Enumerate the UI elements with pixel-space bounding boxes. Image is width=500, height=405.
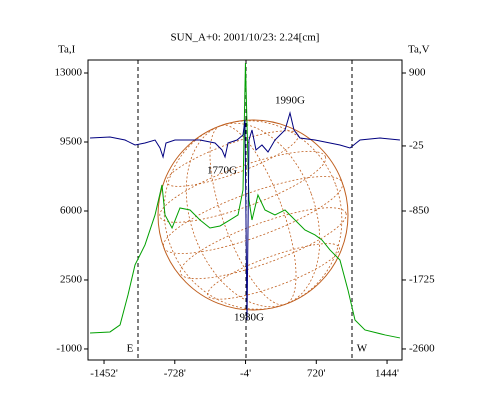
y2-tick-label: -2600 bbox=[409, 342, 435, 354]
y2-tick-label: 900 bbox=[409, 67, 426, 79]
x-tick-label: 720' bbox=[307, 368, 326, 380]
chart-title: SUN_A+0: 2001/10/23: 2.24[cm] bbox=[171, 32, 320, 44]
annotation: 1990G bbox=[275, 95, 305, 107]
annotation: E bbox=[127, 343, 134, 355]
data-line bbox=[90, 63, 401, 339]
y-axis-label: Ta,I bbox=[58, 44, 76, 56]
y2-tick-label: -1725 bbox=[409, 274, 435, 286]
x-tick-label: 1444' bbox=[375, 368, 399, 380]
annotation: W bbox=[357, 343, 368, 355]
y-tick-label: 13000 bbox=[55, 67, 83, 79]
annotation: 1770G bbox=[207, 165, 237, 177]
x-tick-label: -728' bbox=[164, 368, 186, 380]
data-line bbox=[90, 111, 400, 320]
x-tick-label: -1452' bbox=[90, 368, 118, 380]
annotation: 1980G bbox=[234, 312, 264, 324]
y2-tick-label: -850 bbox=[409, 205, 430, 217]
y-tick-label: 6000 bbox=[60, 205, 83, 217]
sun-limb bbox=[157, 119, 349, 311]
plot-frame bbox=[87, 59, 403, 361]
x-tick-label: -4' bbox=[240, 368, 251, 380]
y2-axis-label: Ta,V bbox=[408, 44, 430, 56]
y-tick-label: -1000 bbox=[56, 342, 82, 354]
y-tick-label: 9500 bbox=[60, 136, 83, 148]
y-tick-label: 2500 bbox=[60, 274, 83, 286]
y2-tick-label: -25 bbox=[409, 139, 424, 151]
